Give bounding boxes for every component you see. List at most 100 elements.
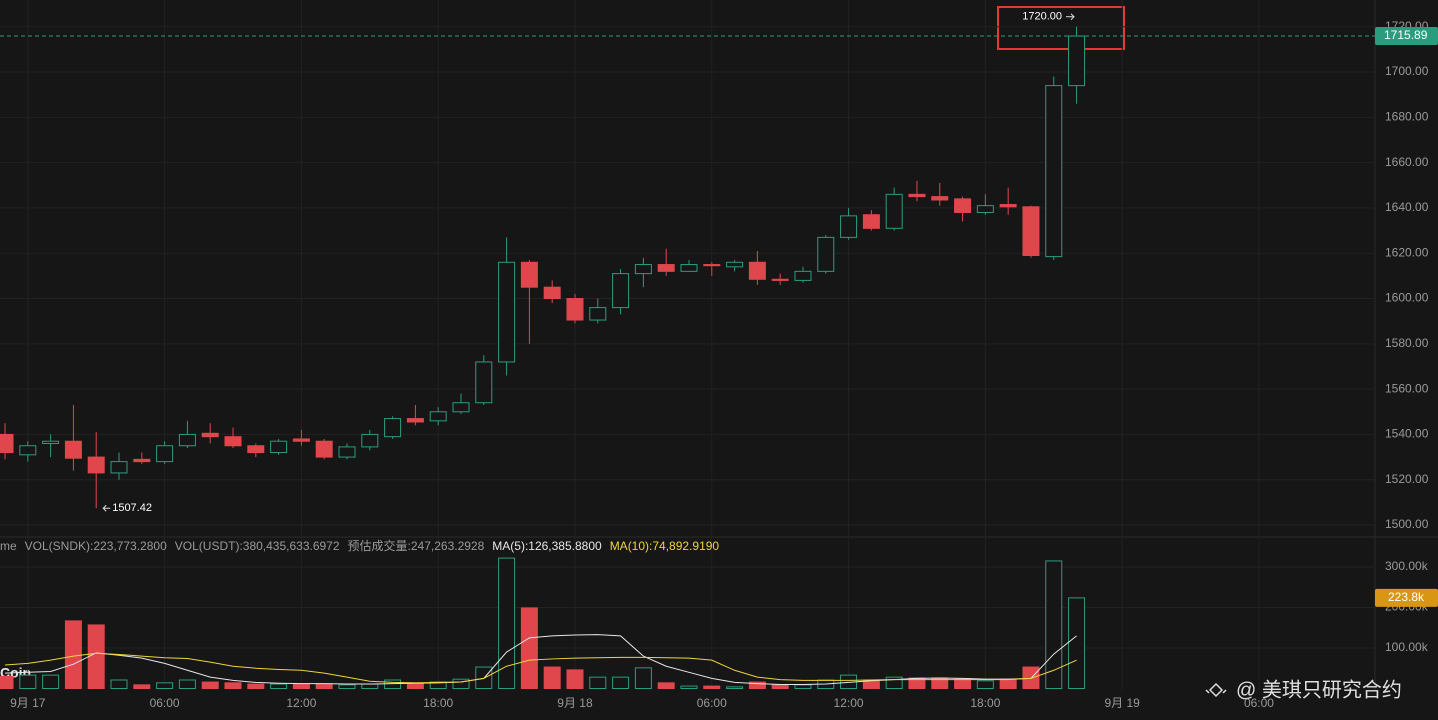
volume-bar [566,669,584,690]
volume-bar [361,683,379,690]
candle-body [703,264,721,267]
candle-body [475,361,493,404]
candle-body [64,440,82,459]
volume-bar [543,666,561,689]
y-tick-label: 1600.00 [1385,291,1429,305]
candle-body [931,196,949,201]
volume-bar [42,674,60,690]
max-label: 1720.00 [1022,11,1062,23]
candle-body [840,215,858,238]
grid [0,0,1375,690]
y-tick-label: 1680.00 [1385,110,1429,124]
candle-body [589,307,607,321]
min-label: 1507.42 [112,502,152,514]
candle-body [292,438,310,442]
volume-bar [885,676,903,689]
candle-body [771,278,789,281]
candle-body [19,445,37,456]
candle-body [315,440,333,458]
candle-body [1045,85,1063,258]
y-tick-label: 1660.00 [1385,155,1429,169]
candle-body [1068,35,1086,87]
volume-bar [680,685,698,689]
candle-body [634,264,652,275]
info-item: VOL(SNDK):223,773.2800 [25,539,167,553]
volume-bar [133,684,151,690]
info-item: me [0,539,17,553]
volume-bar [315,683,333,690]
watermark: @ 美琪只研究合约 [1236,678,1402,701]
candle-body [133,458,151,463]
volume-bar [703,685,721,689]
volume-bar [201,681,219,689]
legend-entry: MA(5):126,385.8800 [492,539,602,553]
volume-bar [224,682,242,689]
volume-bar [452,678,470,690]
volume-bar [612,676,630,689]
candle-body [224,436,242,447]
volume-bar [1068,597,1086,690]
arrow-head [1070,13,1075,21]
x-tick-label: 18:00 [423,696,453,710]
candle-body [247,445,265,454]
y-tick-label: 300.00k [1385,559,1429,573]
candle-body [657,264,675,272]
candle-body [976,205,994,213]
y-tick-label: 1560.00 [1385,381,1429,395]
volume-bar [634,667,652,689]
candle-body [794,270,812,281]
candle-body [384,418,402,438]
x-tick-label: 06:00 [697,696,727,710]
candle-body [452,402,470,413]
volume-bar [726,686,744,689]
volume-bar [954,678,972,690]
volume-bar [384,679,402,690]
volume-bar [657,682,675,689]
info-item: VOL(USDT):380,435,633.6972 [175,539,340,553]
candle-body [178,433,196,447]
candle-body [498,261,516,363]
candle-body [42,440,60,444]
volume-bar [156,682,174,689]
volume-bar [87,624,105,689]
y-tick-label: 1520.00 [1385,472,1429,486]
volume-bar [999,678,1017,690]
volume-bar [748,681,766,689]
y-tick-label: 100.00k [1385,640,1429,654]
last-price-badge [1375,27,1438,46]
y-tick-label: 1620.00 [1385,245,1429,259]
volume-bar [338,684,356,690]
volume-badge [1375,588,1438,607]
volume-bar [292,683,310,690]
volume-bar [771,684,789,690]
x-tick-label: 9月 19 [1104,696,1140,710]
legend-entry: MA(10):74,892.9190 [610,539,720,553]
x-tick-label: 12:00 [286,696,316,710]
y-tick-label: 1640.00 [1385,200,1429,214]
arrow-head [102,504,111,512]
volume-bar [64,620,82,690]
y-tick-label: 1580.00 [1385,336,1429,350]
candle-body [817,236,835,272]
candle-body [885,193,903,229]
volume-bar [1045,560,1063,689]
volume-bar [520,607,538,690]
ma-line [4,652,1077,684]
volume-badge-label: 223.8k [1388,590,1425,604]
candle-body [726,261,744,268]
candle-body [566,298,584,321]
volume-bar [498,557,516,690]
candle-body [520,261,538,288]
highlight-box [997,6,1125,50]
x-tick-label: 12:00 [834,696,864,710]
candle-body [201,432,219,438]
x-tick-label: 9月 17 [10,696,46,710]
candle-body [1022,206,1040,256]
candle-body [612,273,630,309]
candle-body [908,193,926,198]
volume-bar [0,675,14,689]
candle-body [748,261,766,280]
candle-body [87,456,105,474]
info-item: 预估成交量:247,263.2928 [348,538,485,553]
